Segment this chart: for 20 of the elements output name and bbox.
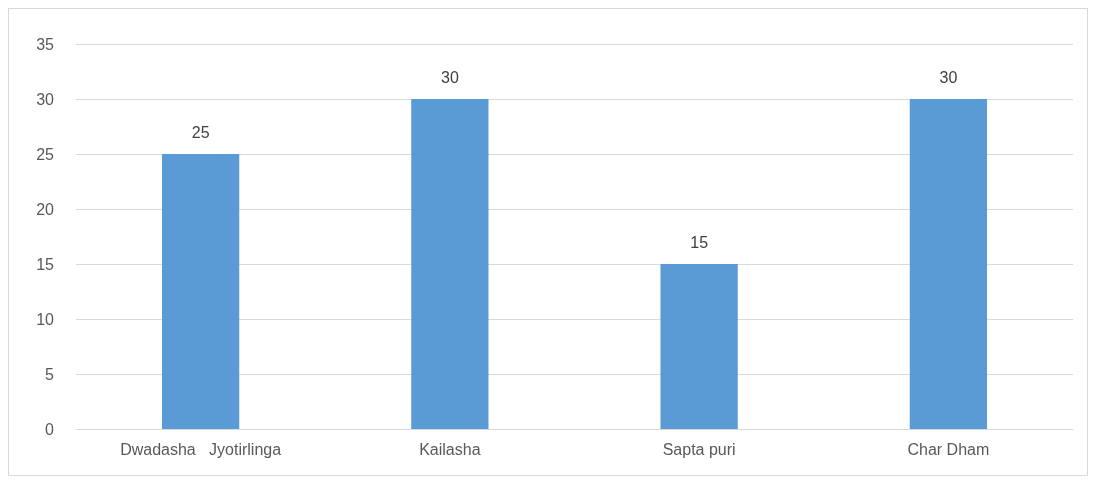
y-tick-label: 0 bbox=[45, 420, 55, 438]
y-tick-label: 15 bbox=[36, 255, 55, 273]
x-tick-label: Kailasha bbox=[419, 440, 481, 458]
data-label: 25 bbox=[191, 123, 210, 141]
y-tick-label: 20 bbox=[36, 200, 55, 218]
y-tick-label: 5 bbox=[45, 365, 55, 383]
bar bbox=[411, 99, 489, 429]
y-tick-label: 10 bbox=[36, 310, 55, 328]
x-tick-label: Sapta puri bbox=[662, 440, 736, 458]
bar bbox=[660, 264, 738, 429]
y-tick-label: 25 bbox=[36, 145, 55, 163]
x-tick-label: Char Dham bbox=[907, 440, 990, 458]
bar bbox=[909, 99, 988, 429]
data-label: 30 bbox=[440, 68, 459, 86]
data-label: 30 bbox=[939, 68, 958, 86]
y-tick-label: 30 bbox=[36, 90, 55, 108]
x-tick-label: Dwadasha Jyotirlinga bbox=[120, 440, 282, 458]
bar bbox=[161, 154, 240, 429]
y-tick-label: 35 bbox=[36, 35, 55, 53]
data-label: 15 bbox=[690, 233, 709, 251]
